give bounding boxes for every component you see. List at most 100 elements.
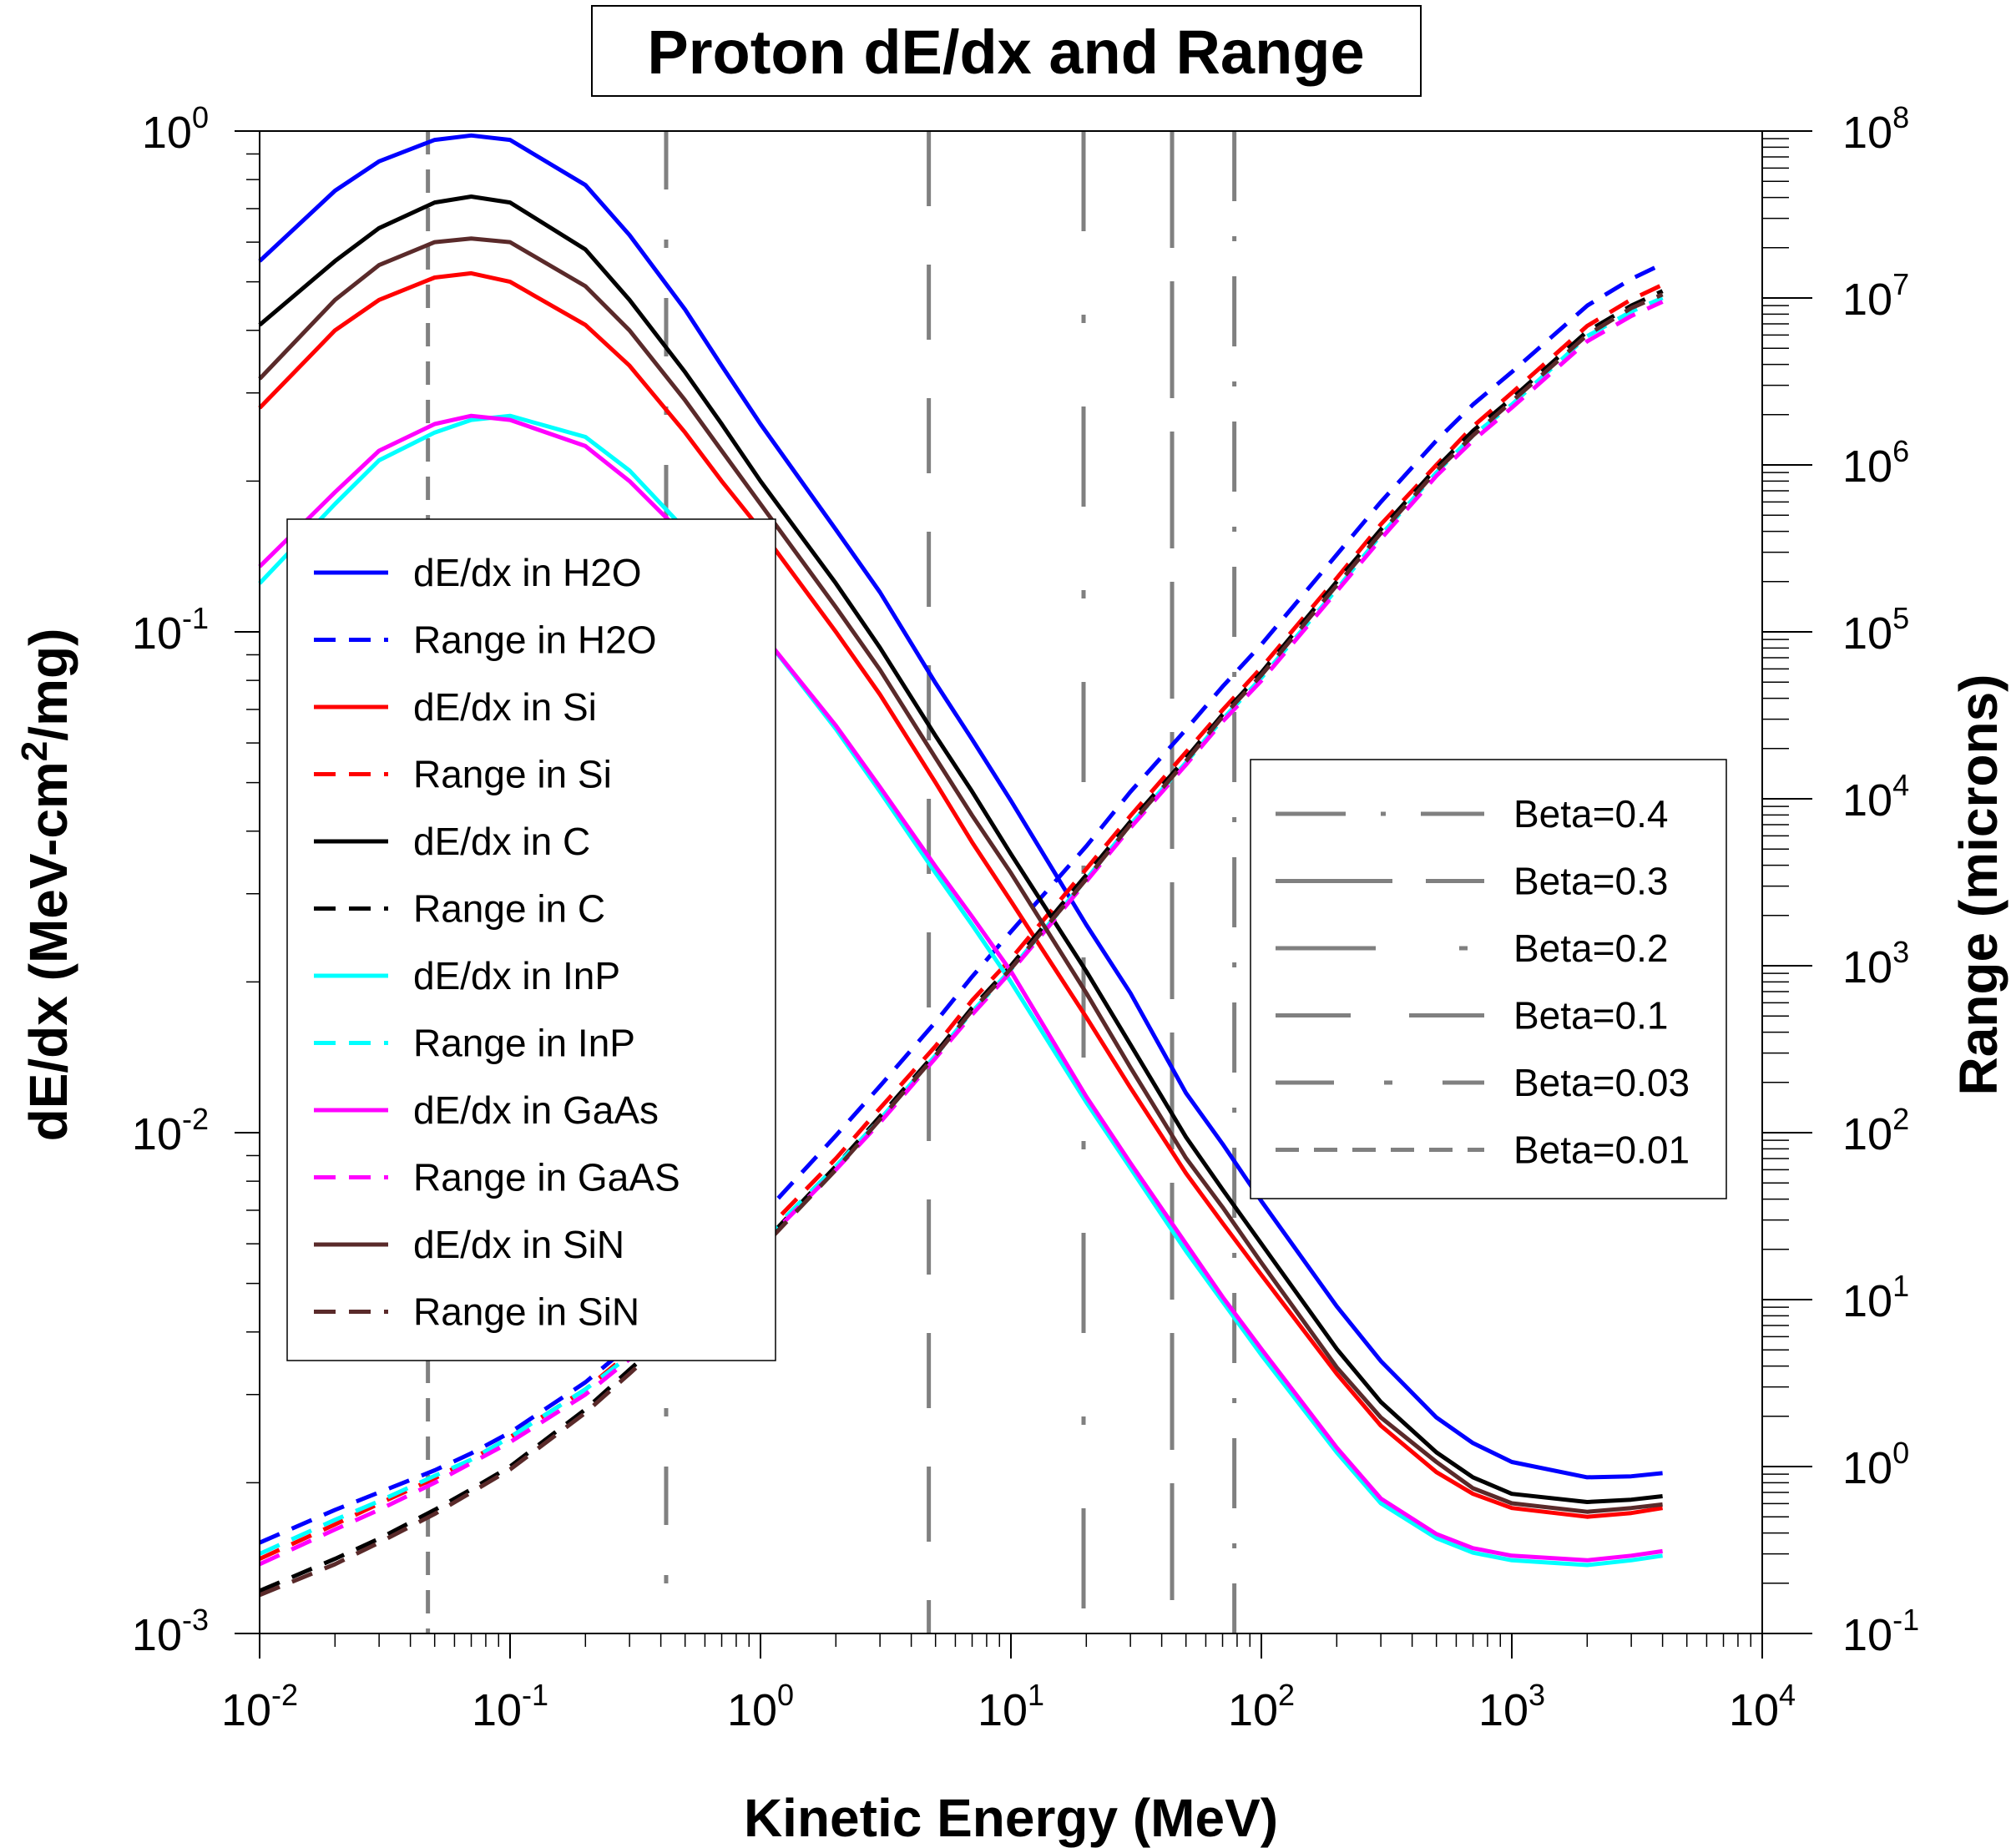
y-right-tick-label: 105 [1842, 601, 1909, 659]
y-right-tick-label: 106 [1842, 434, 1909, 492]
y-left-tick-label-exp: -3 [182, 1603, 209, 1637]
y-right-tick-label-exp: 0 [1892, 1436, 1909, 1470]
x-tick-label-exp: 1 [1028, 1678, 1044, 1712]
y-left-tick-label-exp: -2 [182, 1102, 209, 1136]
series-de-dx-in-si [258, 270, 1663, 1519]
chart-title-frame [591, 5, 1422, 97]
series-range-in-gaas [258, 300, 1664, 1567]
x-tick-label-base: 10 [978, 1685, 1028, 1735]
y-right-tick-label-base: 10 [1842, 1276, 1892, 1326]
x-tick-label-base: 10 [472, 1685, 522, 1735]
y-left-tick-label-exp: -1 [182, 601, 209, 635]
x-tick-label: 10-1 [472, 1678, 548, 1735]
y-right-tick-label: 103 [1842, 935, 1909, 992]
x-tick-label: 104 [1729, 1678, 1796, 1735]
y-right-tick-label-exp: 5 [1892, 601, 1909, 635]
y-right-tick-label-exp: 3 [1892, 935, 1909, 969]
data-series [258, 133, 1664, 1598]
series-de-dx-in-c [258, 194, 1663, 1504]
chart-title: Proton dE/dx and Range [647, 18, 1364, 87]
legend-label: Beta=0.4 [1513, 792, 1668, 836]
y-left-tick-label: 10-3 [132, 1603, 209, 1660]
y-left-tick-label-base: 10 [132, 1610, 182, 1660]
y-right-tick-label: 102 [1842, 1102, 1909, 1159]
legend-label: Range in GaAS [413, 1156, 680, 1199]
legend-beta-frame [1250, 759, 1727, 1199]
legend-label: dE/dx in Si [413, 685, 597, 729]
x-tick-label: 10-2 [221, 1678, 298, 1735]
y-right-tick-label: 107 [1842, 267, 1909, 325]
legend-label: Beta=0.3 [1513, 860, 1668, 903]
series-de-dx-in-h2o [258, 133, 1663, 1480]
legend-label: Beta=0.1 [1513, 994, 1668, 1038]
y-left-tick-label-base: 10 [132, 608, 182, 659]
chart-title-box: Proton dE/dx and Range [591, 5, 1422, 97]
y-right-tick-label-base: 10 [1842, 1610, 1892, 1660]
y-right-tick-label-exp: 2 [1892, 1102, 1909, 1136]
left-y-axis-title-main: dE/dx (MeV-cm [18, 761, 78, 1141]
y-right-tick-label-base: 10 [1842, 775, 1892, 826]
y-right-tick-label: 108 [1842, 100, 1909, 158]
y-left-tick-label-exp: 0 [192, 100, 209, 134]
x-tick-label-base: 10 [1478, 1685, 1528, 1735]
left-y-axis-title-sup: 2 [14, 741, 55, 761]
y-left-tick-label-base: 10 [142, 108, 192, 158]
right-y-axis-title: Range (microns) [1948, 674, 2008, 1096]
legend-label: dE/dx in C [413, 820, 590, 863]
left-y-axis-title-end: /mg) [18, 629, 78, 741]
x-tick-label-exp: -2 [271, 1678, 298, 1712]
x-tick-label-exp: -1 [522, 1678, 548, 1712]
series-range-in-inp [258, 295, 1664, 1556]
x-tick-label-base: 10 [727, 1685, 777, 1735]
y-right-tick-label-exp: 8 [1892, 100, 1909, 134]
legend-label: Range in SiN [413, 1290, 639, 1334]
y-right-tick-label: 104 [1842, 768, 1909, 826]
y-left-tick-label-base: 10 [132, 1109, 182, 1159]
legend-label: dE/dx in H2O [413, 551, 642, 594]
legend-label: Range in InP [413, 1022, 635, 1065]
y-right-tick-label-exp: 1 [1892, 1269, 1909, 1303]
x-tick-label-base: 10 [1729, 1685, 1779, 1735]
x-axis-title: Kinetic Energy (MeV) [744, 1788, 1278, 1848]
series-de-dx-in-sin [258, 236, 1663, 1514]
y-right-tick-label-base: 10 [1842, 1109, 1892, 1159]
legend-beta: Beta=0.4 Beta=0.3 Beta=0.2 Beta=0.1 Beta=0.0… [1250, 759, 1727, 1199]
y-right-tick-label-exp: 7 [1892, 267, 1909, 301]
x-tick-label: 102 [1228, 1678, 1295, 1735]
x-tick-label-exp: 4 [1779, 1678, 1796, 1712]
legend-label: Range in C [413, 887, 605, 931]
y-right-tick-label-base: 10 [1842, 942, 1892, 992]
legend-label: dE/dx in InP [413, 954, 620, 997]
y-right-tick-label: 101 [1842, 1269, 1909, 1326]
x-tick-label: 101 [978, 1678, 1044, 1735]
left-y-axis-title: dE/dx (MeV-cm2/mg) [14, 629, 78, 1142]
legend-label: dE/dx in SiN [413, 1223, 624, 1266]
legend-label: Beta=0.2 [1513, 927, 1668, 970]
x-tick-label-exp: 0 [777, 1678, 794, 1712]
legend-label: Range in Si [413, 753, 612, 796]
y-right-tick-label-base: 10 [1842, 608, 1892, 659]
series-range-in-sin [259, 292, 1664, 1598]
legend-label: Beta=0.01 [1513, 1128, 1690, 1172]
y-right-tick-label-base: 10 [1842, 1443, 1892, 1493]
legend-label: Range in H2O [413, 619, 657, 662]
legend-label: dE/dx in GaAs [413, 1088, 659, 1132]
y-right-tick-label-base: 10 [1842, 108, 1892, 158]
y-right-tick-label-base: 10 [1842, 275, 1892, 325]
y-right-tick-label-exp: 6 [1892, 434, 1909, 468]
y-left-tick-label: 10-2 [132, 1102, 209, 1159]
y-right-tick-label-base: 10 [1842, 442, 1892, 492]
x-tick-label: 103 [1478, 1678, 1545, 1735]
x-tick-label-exp: 3 [1528, 1678, 1545, 1712]
x-tick-label: 100 [727, 1678, 794, 1735]
series-range-in-h2o [259, 261, 1664, 1545]
series-range-in-c [259, 289, 1664, 1593]
axes: 10-2 10-1 100 101 102 103 10410-310-210-110010… [132, 100, 1919, 1735]
y-right-tick-label: 100 [1842, 1436, 1909, 1493]
x-tick-label-exp: 2 [1278, 1678, 1295, 1712]
y-left-tick-label: 10-1 [132, 601, 209, 659]
y-right-tick-label: 10-1 [1842, 1603, 1919, 1660]
x-tick-label-base: 10 [1228, 1685, 1278, 1735]
legend-label: Beta=0.03 [1513, 1061, 1690, 1104]
